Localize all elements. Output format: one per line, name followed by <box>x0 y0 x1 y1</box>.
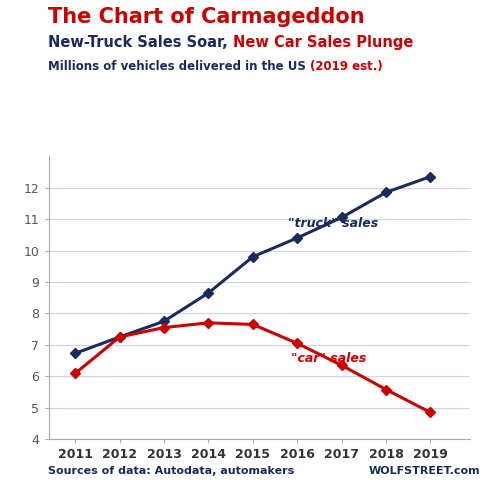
Text: The Chart of Carmageddon: The Chart of Carmageddon <box>48 7 364 27</box>
Text: (2019 est.): (2019 est.) <box>310 60 382 73</box>
Text: WOLFSTREET.com: WOLFSTREET.com <box>368 466 479 476</box>
Text: Millions of vehicles delivered in the US: Millions of vehicles delivered in the US <box>48 60 310 73</box>
Text: "truck" sales: "truck" sales <box>288 217 378 230</box>
Text: New Car Sales Plunge: New Car Sales Plunge <box>233 35 413 50</box>
Text: New-Truck Sales Soar,: New-Truck Sales Soar, <box>48 35 233 50</box>
Text: Sources of data: Autodata, automakers: Sources of data: Autodata, automakers <box>48 466 294 476</box>
Text: "car" sales: "car" sales <box>290 352 365 365</box>
